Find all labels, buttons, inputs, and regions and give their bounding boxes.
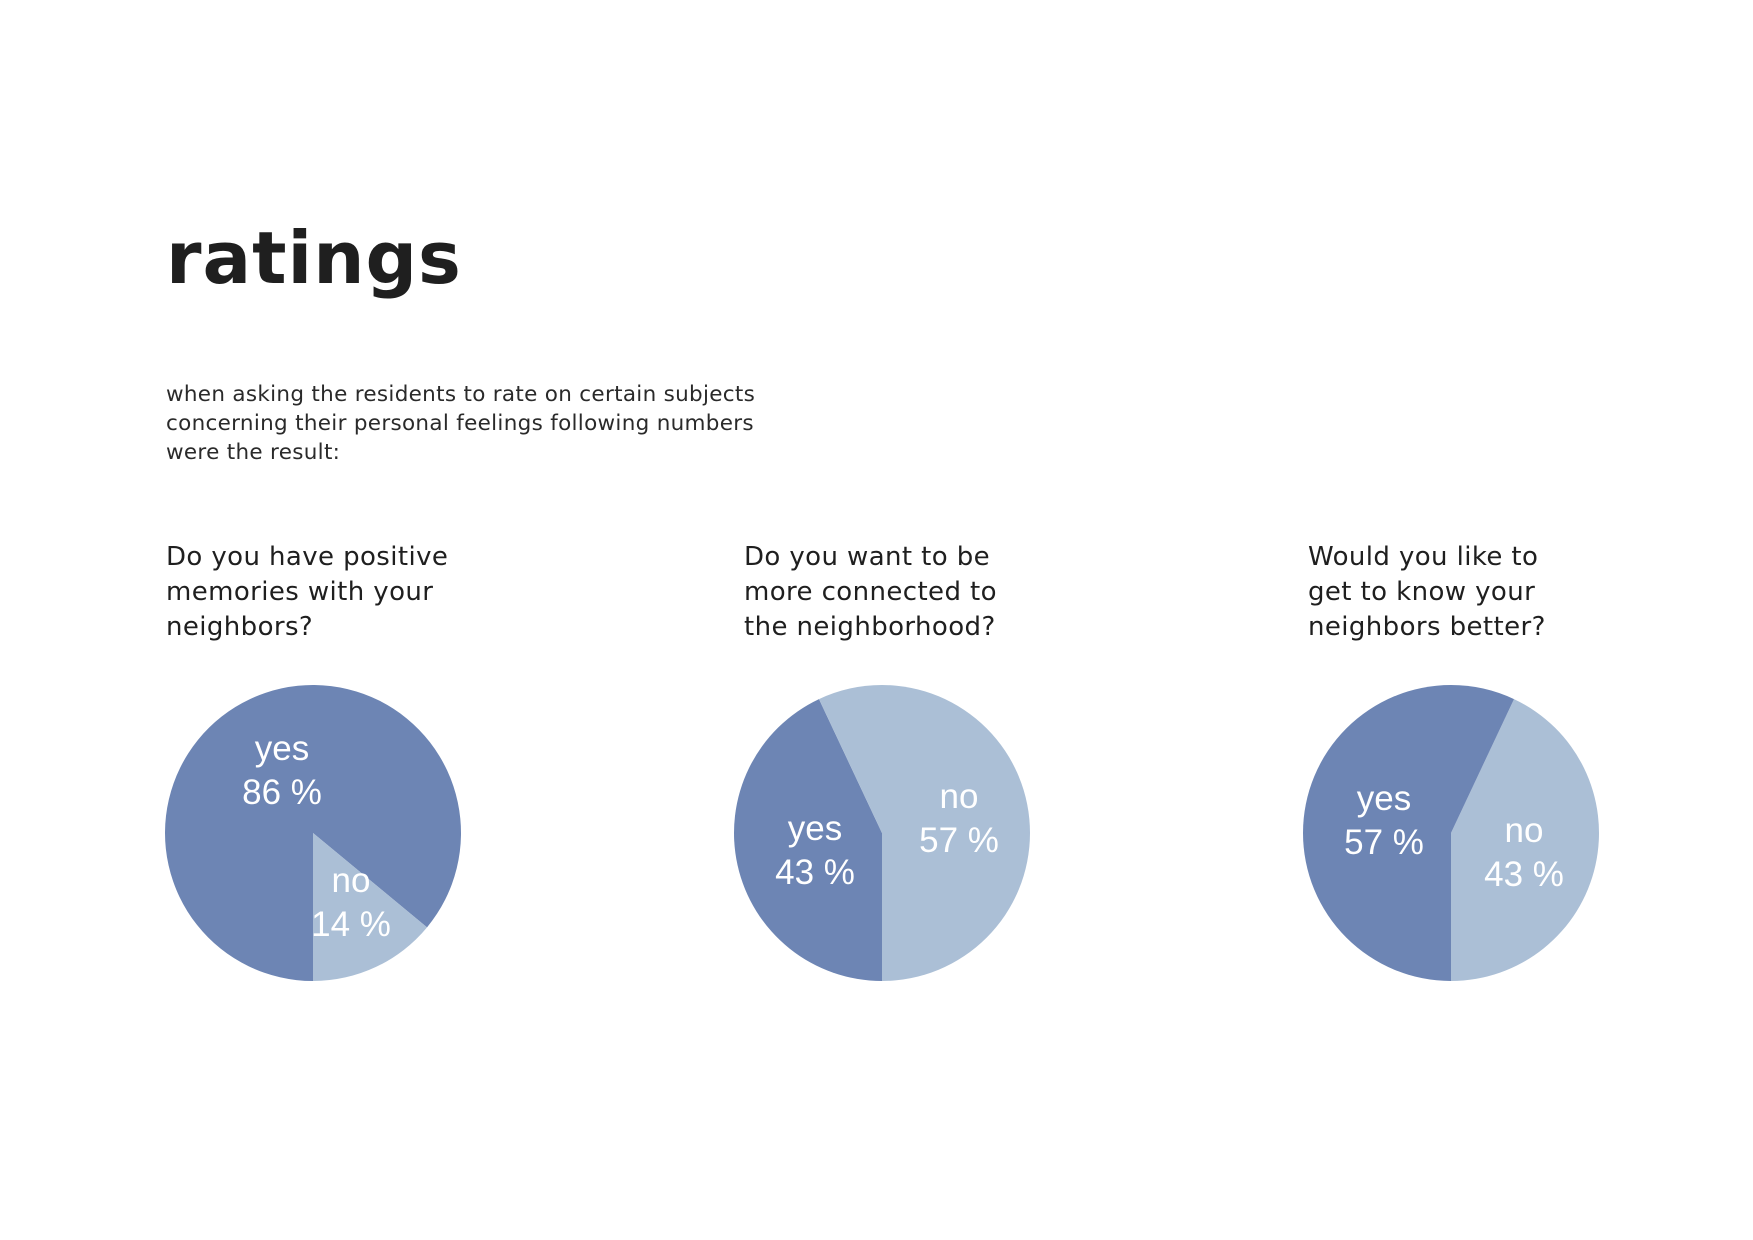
question-line: more connected to xyxy=(744,577,997,607)
question-line: Would you like to xyxy=(1308,542,1539,572)
pie-slice-no xyxy=(882,685,1030,981)
question-line: get to know your xyxy=(1308,577,1536,607)
pie-slice-yes xyxy=(734,699,882,981)
intro-line: were the result: xyxy=(166,440,341,465)
pie-slice-no xyxy=(1451,699,1599,981)
chart-positive-memories: Do you have positive memories with your … xyxy=(166,540,586,645)
pie-value-no: 43 % xyxy=(1484,855,1564,894)
pie-label-no: no xyxy=(940,777,979,816)
pie-label-no: no xyxy=(1505,811,1544,850)
question-line: memories with your xyxy=(166,577,434,607)
pie-slice-yes xyxy=(165,684,462,981)
chart-question: Do you have positive memories with your … xyxy=(166,540,586,645)
question-line: neighbors better? xyxy=(1308,612,1546,642)
pie-slice-yes xyxy=(1303,685,1451,981)
question-line: neighbors? xyxy=(166,612,314,642)
pie-label-yes: yes xyxy=(1357,779,1411,818)
pie-value-no: 14 % xyxy=(311,905,391,944)
chart-question: Would you like to get to know your neigh… xyxy=(1308,540,1728,645)
chart-more-connected: Do you want to be more connected to the … xyxy=(744,540,1164,645)
pie-label-yes: yes xyxy=(788,809,842,848)
pie-value-yes: 86 % xyxy=(242,773,322,812)
chart-know-neighbors: Would you like to get to know your neigh… xyxy=(1308,540,1728,645)
pie-value-yes: 43 % xyxy=(775,853,855,892)
pie-slice-yes xyxy=(1451,685,1515,833)
pie-value-yes: 57 % xyxy=(1344,823,1424,862)
page-title: ratings xyxy=(166,216,462,300)
pie-label-no: no xyxy=(332,861,371,900)
intro-text: when asking the residents to rate on cer… xyxy=(166,380,806,467)
question-line: the neighborhood? xyxy=(744,612,996,642)
intro-line: when asking the residents to rate on cer… xyxy=(166,382,756,407)
pie-slice-no xyxy=(313,833,428,981)
pie-slice-no xyxy=(818,685,882,833)
question-line: Do you have positive xyxy=(166,542,449,572)
chart-question: Do you want to be more connected to the … xyxy=(744,540,1164,645)
intro-line: concerning their personal feelings follo… xyxy=(166,411,754,436)
pie-value-no: 57 % xyxy=(919,821,999,860)
pie-label-yes: yes xyxy=(255,729,309,768)
question-line: Do you want to be xyxy=(744,542,991,572)
